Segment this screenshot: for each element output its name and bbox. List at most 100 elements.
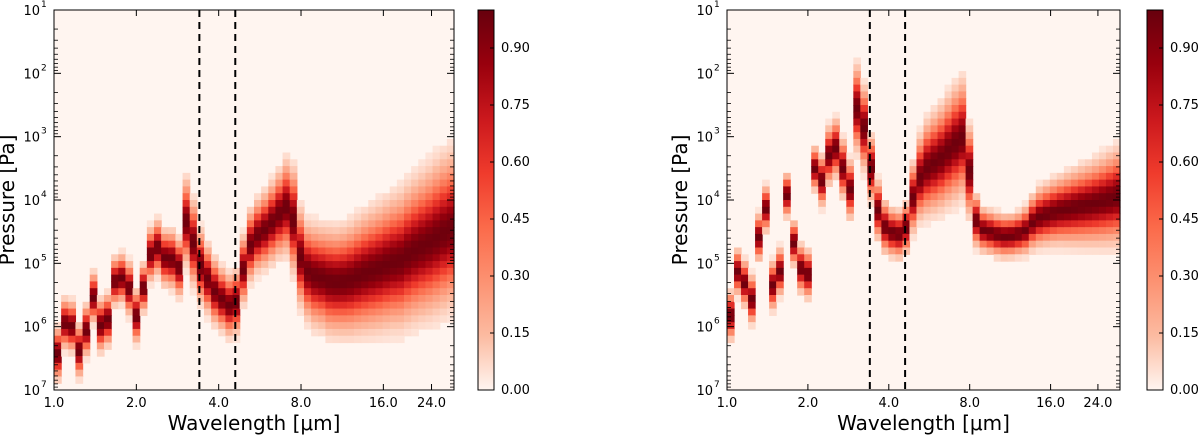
heatmap-cell xyxy=(296,254,305,262)
heatmap-cell xyxy=(89,301,98,310)
heatmap-cell xyxy=(432,281,441,289)
heatmap-cell xyxy=(923,193,932,201)
heatmap-cell xyxy=(289,240,298,249)
heatmap-cell xyxy=(54,362,62,371)
heatmap-cell xyxy=(755,220,763,228)
heatmap-cell xyxy=(411,186,419,194)
heatmap-cell xyxy=(296,200,305,208)
heatmap-cell xyxy=(361,213,369,221)
heatmap-cell xyxy=(1014,220,1023,228)
heatmap-cell xyxy=(762,227,770,235)
heatmap-cell xyxy=(1056,227,1065,235)
heatmap-cell xyxy=(951,77,960,86)
heatmap-cell xyxy=(790,233,798,242)
heatmap-cell xyxy=(923,179,932,188)
heatmap-cell xyxy=(762,193,770,201)
heatmap-cell xyxy=(175,274,184,283)
heatmap-cell xyxy=(382,328,391,337)
heatmap-cell xyxy=(853,132,861,140)
heatmap-cell xyxy=(418,295,427,303)
heatmap-cell xyxy=(282,166,291,174)
x-tick-label: 1.0 xyxy=(717,396,738,411)
heatmap-cell xyxy=(404,233,412,242)
heatmap-cell xyxy=(937,213,946,221)
heatmap-cell xyxy=(368,213,377,221)
heatmap-cell xyxy=(937,179,946,188)
heatmap-cell xyxy=(189,267,198,276)
heatmap-cell xyxy=(909,186,918,194)
x-tick-label: 2.0 xyxy=(126,396,147,411)
heatmap-cell xyxy=(368,206,377,215)
y-tick-label-exponent: 3 xyxy=(41,127,47,137)
y-axis-label: Pressure [Pa] xyxy=(668,135,692,266)
heatmap-cell xyxy=(346,328,355,337)
heatmap-cell xyxy=(275,186,284,194)
heatmap-cell xyxy=(432,159,441,167)
heatmap-cell xyxy=(748,267,756,276)
heatmap-cell xyxy=(418,227,427,235)
y-tick-label-exponent: 6 xyxy=(41,317,47,327)
heatmap-cell xyxy=(741,261,749,269)
heatmap-cell xyxy=(268,200,277,208)
heatmap-cell xyxy=(923,206,932,215)
heatmap-cell xyxy=(979,213,988,221)
heatmap-cell xyxy=(902,227,911,235)
heatmap-cell xyxy=(261,261,269,269)
heatmap-cell xyxy=(951,206,960,215)
heatmap-cell xyxy=(61,335,69,344)
heatmap-cell xyxy=(909,220,918,228)
heatmap-cell xyxy=(154,261,162,269)
heatmap-cell xyxy=(261,206,269,215)
heatmap-cell xyxy=(1021,227,1030,235)
heatmap-cell xyxy=(439,240,448,249)
heatmap-cell xyxy=(1070,240,1079,249)
heatmap-cell xyxy=(418,179,427,188)
heatmap-cell xyxy=(425,247,434,255)
heatmap-cell xyxy=(776,274,784,283)
heatmap-cell xyxy=(1021,213,1030,221)
heatmap-cell xyxy=(375,261,384,269)
heatmap-cell xyxy=(368,220,377,228)
heatmap-cell xyxy=(944,118,953,126)
heatmap-cell xyxy=(68,322,77,330)
heatmap-cell xyxy=(396,288,405,296)
heatmap-cell xyxy=(189,274,198,283)
heatmap-cell xyxy=(218,267,227,276)
heatmap-cell xyxy=(1049,240,1058,249)
heatmap-cell xyxy=(846,152,854,160)
heatmap-cell xyxy=(951,132,960,140)
heatmap-cell xyxy=(860,91,868,99)
heatmap-cell xyxy=(797,240,805,249)
heatmap-cell xyxy=(354,315,362,323)
heatmap-cell xyxy=(418,267,427,276)
heatmap-cell xyxy=(375,281,384,289)
heatmap-cell xyxy=(404,220,412,228)
heatmap-cell xyxy=(132,342,141,350)
heatmap-cell xyxy=(239,288,248,296)
heatmap-cell xyxy=(839,138,847,147)
heatmap-cell xyxy=(951,166,960,174)
heatmap-cell xyxy=(972,220,981,228)
heatmap-cell xyxy=(396,206,405,215)
heatmap-cell xyxy=(418,301,427,310)
heatmap-cell xyxy=(104,328,112,337)
heatmap-cell xyxy=(867,138,875,147)
heatmap-cell xyxy=(1070,220,1079,228)
heatmap-cell xyxy=(89,322,98,330)
y-tick-label: 10 xyxy=(23,131,40,146)
heatmap-cell xyxy=(254,193,262,201)
heatmap-cell xyxy=(797,288,805,296)
heatmap-cell xyxy=(282,227,291,235)
heatmap-cell xyxy=(804,254,812,262)
heatmap-cell xyxy=(404,186,412,194)
heatmap-cell xyxy=(432,288,441,296)
heatmap-cell xyxy=(867,145,875,154)
heatmap-cell xyxy=(916,166,925,174)
heatmap-cell xyxy=(232,301,241,310)
heatmap-cell xyxy=(825,145,833,154)
heatmap-cell xyxy=(425,200,434,208)
heatmap-cell xyxy=(325,261,334,269)
heatmap-cell xyxy=(1105,227,1114,235)
heatmap-cell xyxy=(825,152,833,160)
heatmap-cell xyxy=(425,172,434,181)
